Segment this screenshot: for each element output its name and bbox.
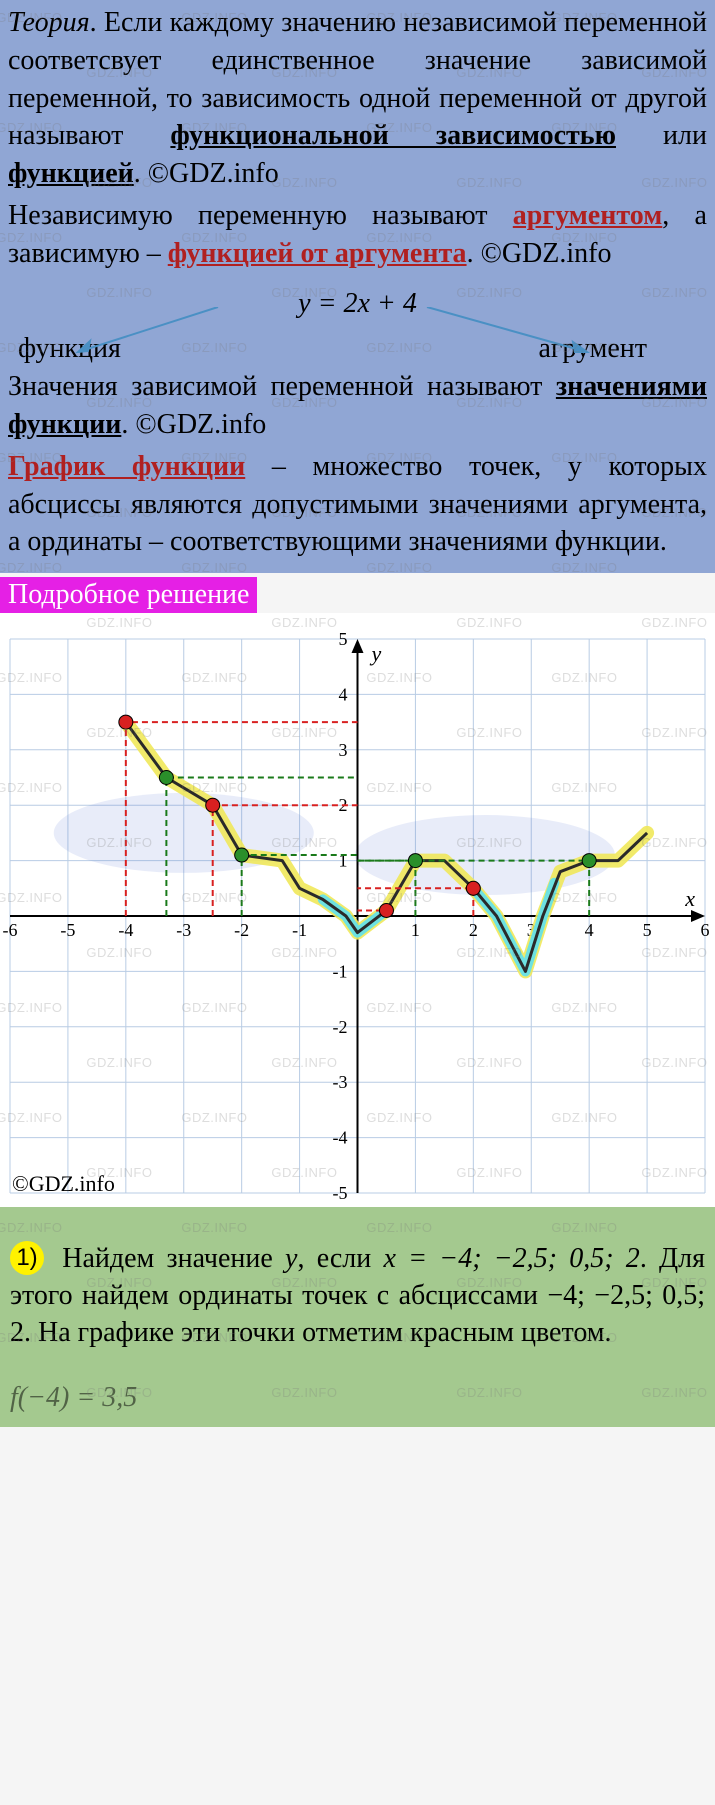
solution-header-row: Подробное решение [0,573,715,613]
svg-text:5: 5 [339,631,348,649]
copyright-label: ©GDZ.info [12,1171,115,1197]
svg-text:-2: -2 [333,1017,348,1037]
svg-text:-3: -3 [176,920,191,940]
bullet-1: 1) [10,1241,44,1275]
theory-p3: Значения зависимой переменной называют з… [8,368,707,444]
theory-panel: Теория. Если каждому значению независимо… [0,0,715,573]
term-argument: аргументом [513,200,662,231]
svg-text:2: 2 [469,920,478,940]
term-func-dep: функциональной зависимостью [170,120,616,151]
answer-trail: f(−4) = 3,5 [10,1380,705,1417]
equation: y = 2x + 4 [8,277,707,335]
function-graph: -6-5-4-3-2-1123456-5-4-3-2-112345xy [2,631,713,1201]
arrow-right [417,307,597,367]
theory-p1: Теория. Если каждому значению независимо… [8,4,707,193]
svg-text:-5: -5 [60,920,75,940]
svg-text:4: 4 [339,685,348,705]
svg-text:-1: -1 [292,920,307,940]
answer-panel: 1) Найдем значение y, если x = −4; −2,5;… [0,1207,715,1427]
svg-text:6: 6 [701,920,710,940]
svg-text:-3: -3 [333,1072,348,1092]
term-func-of-arg: функцией от аргумента [168,238,467,269]
theory-p2: Независимую переменную называют аргумент… [8,197,707,273]
svg-text:3: 3 [339,740,348,760]
svg-text:1: 1 [411,920,420,940]
solution-header: Подробное решение [0,577,257,613]
theory-label: Теория [8,7,90,38]
svg-text:-5: -5 [333,1183,348,1201]
svg-text:x: x [684,886,695,911]
svg-text:-4: -4 [118,920,133,940]
chart-panel: -6-5-4-3-2-1123456-5-4-3-2-112345xy ©GDZ… [0,613,715,1207]
theory-p4: График функции – множество точек, у кото… [8,448,707,561]
svg-text:-6: -6 [3,920,18,940]
svg-text:1: 1 [339,851,348,871]
page-root: Теория. Если каждому значению независимо… [0,0,715,1427]
svg-text:y: y [370,641,382,666]
arrow-left [68,307,228,367]
term-graph: График функции [8,451,245,482]
svg-text:-4: -4 [333,1128,348,1148]
term-func: функцией [8,158,134,189]
svg-text:4: 4 [585,920,594,940]
answer-p1: 1) Найдем значение y, если x = −4; −2,5;… [10,1241,705,1352]
svg-text:-1: -1 [333,962,348,982]
svg-text:-2: -2 [234,920,249,940]
svg-text:5: 5 [643,920,652,940]
